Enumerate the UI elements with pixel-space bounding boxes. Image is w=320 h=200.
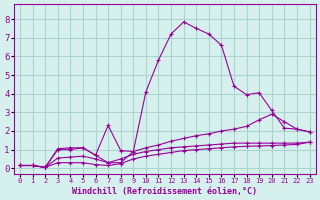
X-axis label: Windchill (Refroidissement éolien,°C): Windchill (Refroidissement éolien,°C) [72, 187, 257, 196]
